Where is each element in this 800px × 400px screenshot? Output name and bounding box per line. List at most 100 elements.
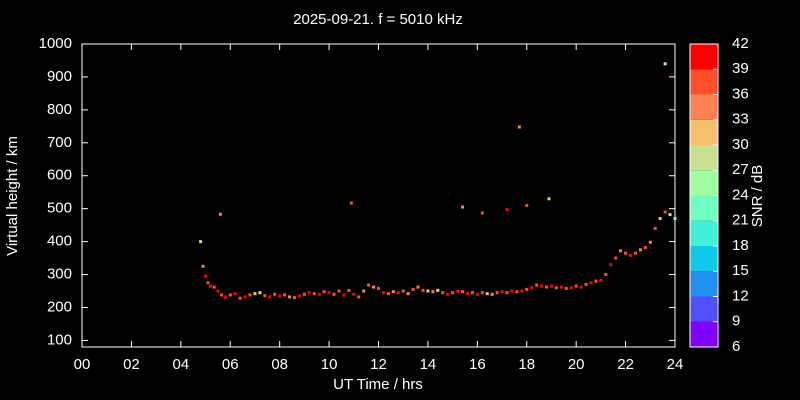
point: [574, 284, 578, 288]
point: [554, 286, 558, 290]
point: [436, 288, 440, 292]
point: [337, 289, 341, 293]
colorbar-bin: [690, 94, 718, 120]
point: [653, 226, 657, 230]
point: [643, 246, 647, 250]
point: [204, 274, 208, 278]
y-tick-label: 500: [47, 200, 72, 217]
x-tick-label: 02: [123, 356, 140, 373]
x-tick-label: 06: [222, 356, 239, 373]
x-tick-label: 20: [568, 356, 585, 373]
y-axis-label: Virtual height / km: [4, 136, 21, 256]
point: [594, 279, 598, 283]
y-tick-label: 1000: [39, 35, 72, 52]
point: [322, 290, 326, 294]
point: [599, 278, 603, 282]
point: [367, 283, 371, 287]
point: [342, 293, 346, 297]
point: [668, 213, 672, 217]
colorbar-tick-label: 18: [732, 237, 749, 254]
point: [201, 264, 205, 268]
point: [545, 285, 549, 289]
chart-title: 2025-09-21. f = 5010 kHz: [293, 11, 463, 28]
y-tick-label: 900: [47, 68, 72, 85]
colorbar-tick-label: 12: [732, 287, 749, 304]
point: [312, 292, 316, 296]
point: [485, 292, 489, 296]
point: [673, 217, 677, 221]
point: [307, 291, 311, 295]
point: [406, 292, 410, 296]
point: [475, 292, 479, 296]
point: [490, 292, 494, 296]
point: [619, 249, 623, 253]
point: [663, 62, 667, 66]
colorbar-tick-label: 6: [732, 338, 740, 355]
point: [223, 295, 227, 299]
colorbar-tick-label: 24: [732, 186, 749, 203]
point: [362, 289, 366, 293]
point: [633, 251, 637, 255]
point: [317, 292, 321, 296]
colorbar-bin: [690, 119, 718, 145]
point: [446, 292, 450, 296]
point: [658, 217, 662, 221]
point: [372, 285, 376, 289]
colorbar-bin: [690, 220, 718, 246]
point: [268, 295, 272, 299]
y-tick-label: 300: [47, 266, 72, 283]
point: [386, 292, 390, 296]
point: [283, 293, 287, 297]
point: [510, 289, 514, 293]
point: [564, 286, 568, 290]
point: [426, 289, 430, 293]
point: [431, 290, 435, 294]
point: [663, 210, 667, 214]
colorbar-bin: [690, 271, 718, 297]
colorbar-tick-label: 39: [732, 60, 749, 77]
point: [648, 240, 652, 244]
y-tick-label: 100: [47, 331, 72, 348]
point: [470, 291, 474, 295]
colorbar-tick-label: 33: [732, 111, 749, 128]
point: [530, 286, 534, 290]
point: [263, 294, 267, 298]
point: [332, 292, 336, 296]
point: [547, 197, 551, 201]
x-axis-label: UT Time / hrs: [333, 376, 423, 393]
x-tick-label: 18: [518, 356, 535, 373]
point: [638, 248, 642, 252]
colorbar-bin: [690, 170, 718, 196]
point: [500, 290, 504, 294]
point: [517, 125, 521, 129]
point: [248, 293, 252, 297]
point: [216, 289, 220, 293]
point: [292, 296, 296, 300]
x-tick-label: 22: [617, 356, 634, 373]
point: [525, 203, 529, 207]
colorbar-bin: [690, 296, 718, 322]
point: [480, 211, 484, 215]
point: [515, 290, 519, 294]
point: [208, 284, 212, 288]
colorbar-tick-label: 36: [732, 85, 749, 102]
point: [559, 285, 563, 289]
point: [391, 290, 395, 294]
point: [206, 281, 210, 285]
colorbar-tick-label: 27: [732, 161, 749, 178]
point: [357, 295, 361, 299]
y-tick-label: 400: [47, 233, 72, 250]
point: [480, 291, 484, 295]
point: [411, 287, 415, 291]
x-tick-label: 10: [321, 356, 338, 373]
point: [624, 251, 628, 255]
colorbar-bin: [690, 145, 718, 171]
point: [629, 253, 633, 257]
point: [465, 292, 469, 296]
point: [451, 291, 455, 295]
point: [347, 288, 351, 292]
point: [441, 291, 445, 295]
point: [253, 292, 257, 296]
